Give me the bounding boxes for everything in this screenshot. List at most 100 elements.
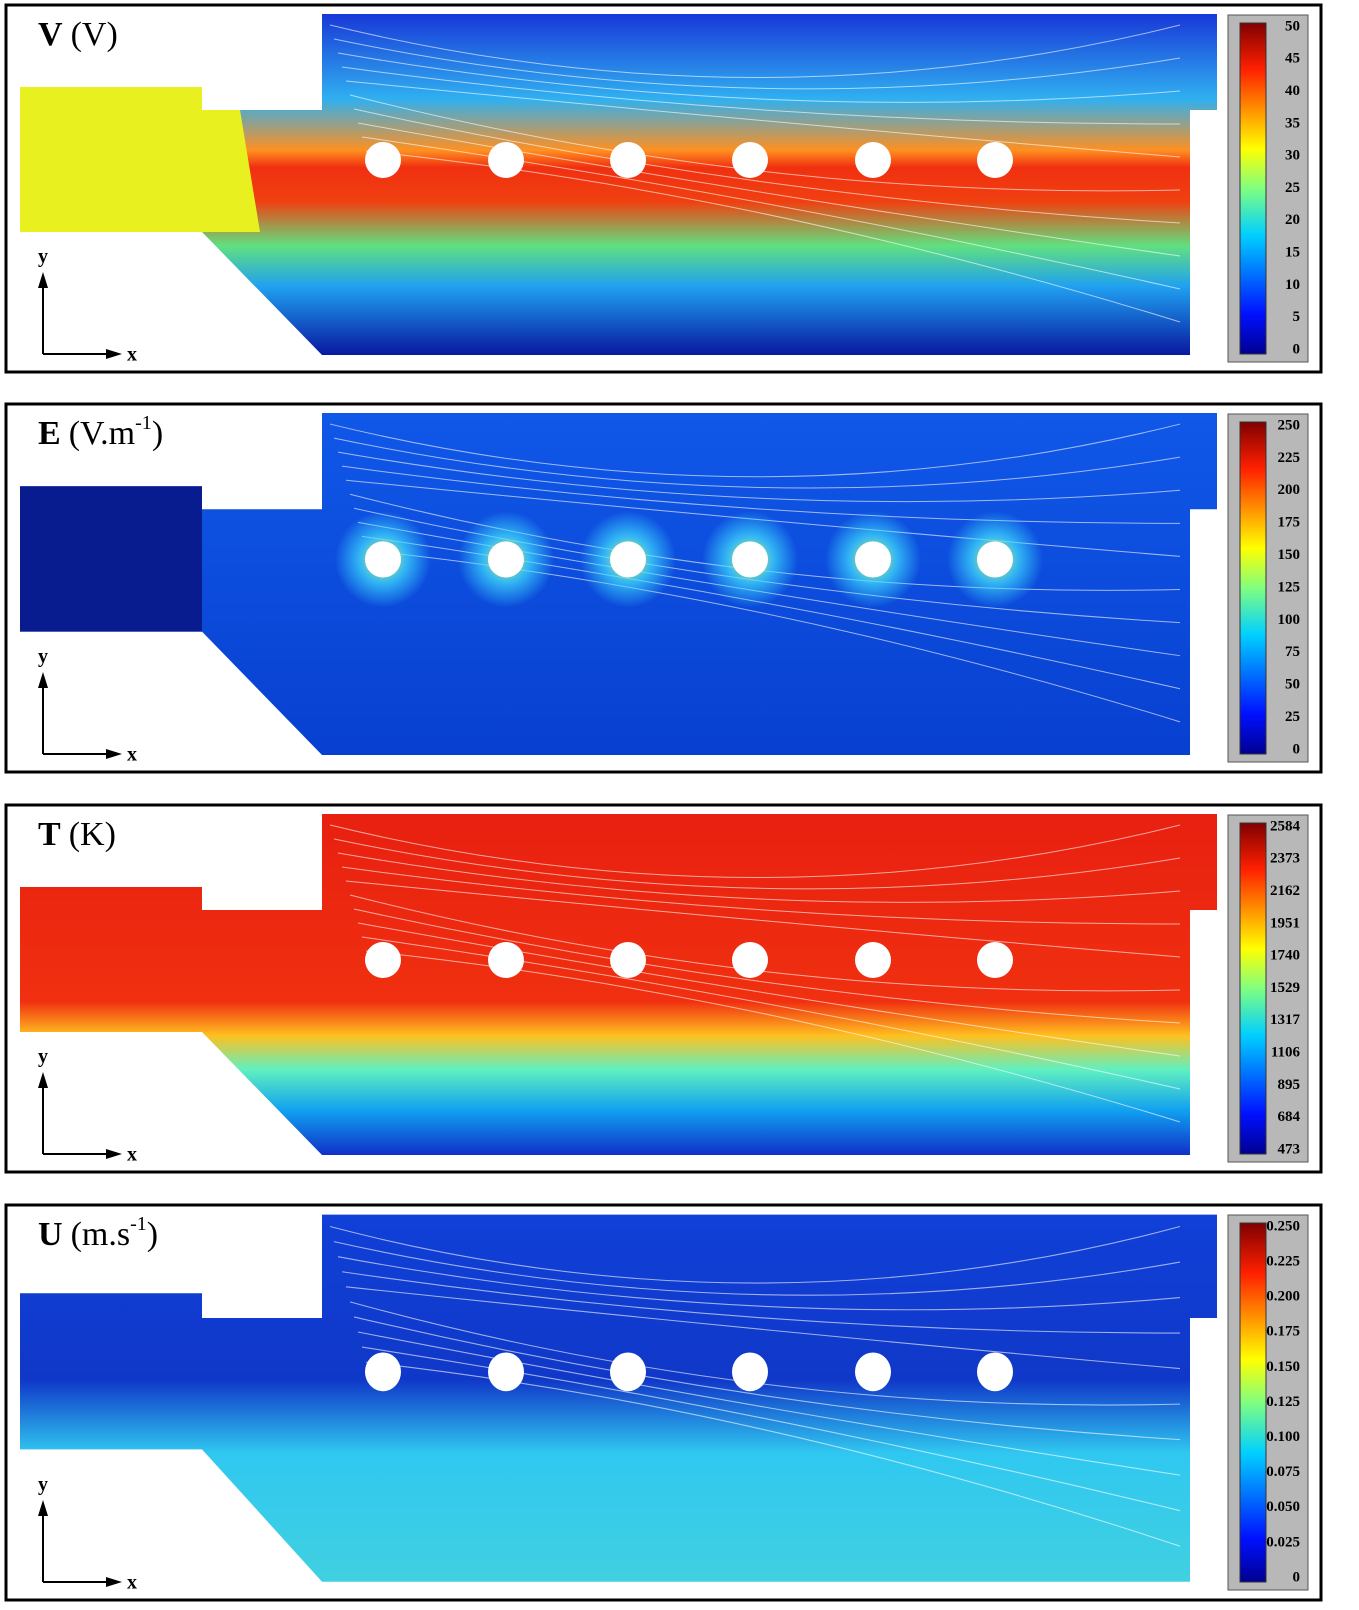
electrode: [488, 1352, 524, 1391]
electrode: [365, 942, 401, 978]
colorbar-tick-label: 100: [1278, 612, 1301, 628]
title-symbol: V: [38, 16, 63, 53]
electrode: [365, 541, 401, 577]
electrode: [977, 541, 1013, 577]
title-unit: (V): [71, 16, 118, 53]
panel: 05101520253035404550V(V)yx: [6, 5, 1321, 372]
electrode: [365, 142, 401, 178]
electrode: [732, 942, 768, 978]
colorbar-tick-label: 150: [1278, 547, 1301, 563]
colorbar-scale: [1240, 823, 1266, 1154]
figure: 05101520253035404550V(V)yx02550751001251…: [0, 0, 1359, 1610]
title-close: ): [152, 415, 163, 452]
colorbar-tick-label: 0.100: [1266, 1429, 1300, 1445]
colorbar-tick-label: 0.250: [1266, 1218, 1300, 1234]
colorbar-scale: [1240, 1223, 1266, 1582]
title-symbol: T: [38, 816, 61, 853]
colorbar-tick-label: 45: [1285, 51, 1300, 67]
panel: 0255075100125150175200225250E(V.m-1)yx: [6, 404, 1321, 772]
panel-title: T(K): [38, 816, 116, 853]
electrode: [488, 142, 524, 178]
colorbar-tick-label: 2162: [1270, 883, 1300, 899]
colorbar-tick-label: 1951: [1270, 915, 1300, 931]
colorbar: 4736848951106131715291740195121622373258…: [1228, 815, 1308, 1162]
colorbar-tick-label: 0: [1293, 741, 1301, 757]
title-symbol: E: [38, 415, 61, 452]
title-close: ): [147, 1216, 158, 1253]
colorbar-tick-label: 0.075: [1266, 1464, 1300, 1480]
colorbar: 0255075100125150175200225250: [1228, 414, 1308, 762]
colorbar-tick-label: 0.225: [1266, 1254, 1300, 1270]
colorbar-tick-label: 125: [1278, 579, 1301, 595]
colorbar-tick-label: 10: [1285, 277, 1300, 293]
colorbar-tick-label: 250: [1278, 417, 1301, 433]
electrode: [855, 1352, 891, 1391]
colorbar-tick-label: 1106: [1271, 1045, 1301, 1061]
colorbar-tick-label: 0.200: [1266, 1289, 1300, 1305]
title-unit: (m.s: [71, 1216, 131, 1253]
title-sup: -1: [130, 1213, 147, 1235]
colorbar-tick-label: 30: [1285, 148, 1300, 164]
axis-label: x: [127, 1572, 137, 1594]
colorbar-tick-label: 25: [1285, 180, 1300, 196]
electrode: [610, 942, 646, 978]
panel: 4736848951106131715291740195121622373258…: [6, 805, 1321, 1172]
axis-label: x: [127, 1144, 137, 1166]
axis-label: y: [38, 1046, 48, 1068]
colorbar-tick-label: 0: [1293, 341, 1301, 357]
panel: 0 0.025 0.050 0.075 0.100 0.125 0.150 0.175 0.20…: [6, 1205, 1321, 1600]
colorbar-tick-label: 175: [1278, 515, 1301, 531]
panel-title: V(V): [38, 16, 118, 53]
electrode: [855, 541, 891, 577]
colorbar-tick-label: 40: [1285, 83, 1300, 99]
electrode: [977, 942, 1013, 978]
title-unit: (V.m: [69, 415, 135, 452]
colorbar-tick-label: 0.150: [1266, 1359, 1300, 1375]
colorbar-tick-label: 2373: [1270, 851, 1300, 867]
colorbar-tick-label: 2584: [1270, 818, 1301, 834]
colorbar-tick-label: 473: [1278, 1141, 1301, 1157]
colorbar: 0 0.025 0.050 0.075 0.100 0.125 0.150 0.175 0.20…: [1228, 1215, 1308, 1590]
electrode: [855, 142, 891, 178]
colorbar-tick-label: 895: [1278, 1077, 1301, 1093]
electrode: [732, 1352, 768, 1391]
page: {"panels": [ {"title": {"symbol": "V", "…: [0, 0, 1359, 1610]
electrode: [610, 1352, 646, 1391]
colorbar-tick-label: 1529: [1270, 980, 1300, 996]
colorbar-tick-label: 0.050: [1266, 1499, 1300, 1515]
colorbar-scale: [1240, 422, 1266, 754]
colorbar-tick-label: 50: [1285, 677, 1300, 693]
colorbar-tick-label: 0.175: [1266, 1324, 1300, 1340]
axis-label: y: [38, 246, 48, 268]
colorbar-tick-label: 0.025: [1266, 1534, 1300, 1550]
electrode: [365, 1352, 401, 1391]
colorbar-tick-label: 684: [1278, 1109, 1301, 1125]
electrode: [977, 1352, 1013, 1391]
colorbar-tick-label: 50: [1285, 18, 1300, 34]
electrode: [855, 942, 891, 978]
electrode: [732, 142, 768, 178]
axis-label: y: [38, 646, 48, 668]
colorbar-tick-label: 75: [1285, 644, 1300, 660]
electrode: [488, 541, 524, 577]
electrode: [488, 942, 524, 978]
colorbar-tick-label: 15: [1285, 245, 1300, 261]
colorbar-tick-label: 35: [1285, 115, 1300, 131]
axis-label: y: [38, 1474, 48, 1496]
title-symbol: U: [38, 1216, 63, 1253]
electrode: [732, 541, 768, 577]
title-sup: -1: [135, 412, 152, 434]
colorbar-tick-label: 0.125: [1266, 1394, 1300, 1410]
colorbar-tick-label: 1317: [1270, 1012, 1301, 1028]
colorbar-tick-label: 225: [1278, 450, 1301, 466]
inlet-region: [20, 486, 202, 631]
colorbar-tick-label: 0: [1293, 1569, 1301, 1585]
electrode: [610, 142, 646, 178]
title-unit: (K): [69, 816, 116, 853]
electrode: [977, 142, 1013, 178]
axis-label: x: [127, 344, 137, 366]
axis-label: x: [127, 744, 137, 766]
colorbar-tick-label: 200: [1278, 482, 1301, 498]
electrode: [610, 541, 646, 577]
